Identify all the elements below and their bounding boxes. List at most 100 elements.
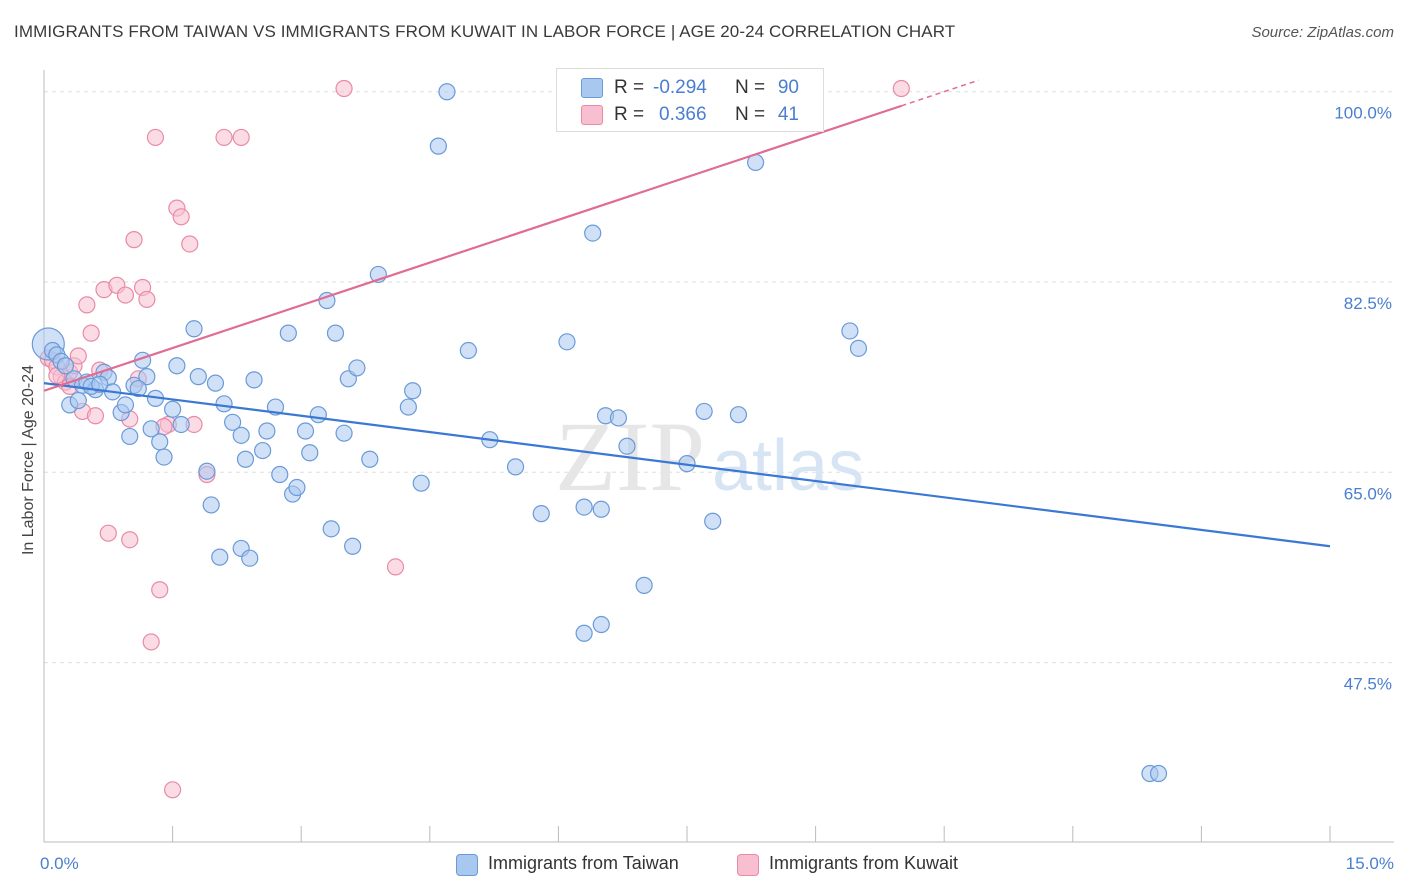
chart-title: IMMIGRANTS FROM TAIWAN VS IMMIGRANTS FRO… xyxy=(14,22,956,41)
kuwait-point xyxy=(138,290,156,309)
taiwan-point xyxy=(185,320,203,338)
taiwan-point xyxy=(309,406,327,424)
taiwan-point xyxy=(168,357,186,375)
kuwait-point xyxy=(69,347,87,365)
legend-row-kuwait: R = 0.366 N = 41 xyxy=(557,101,823,127)
taiwan-point xyxy=(438,83,456,101)
taiwan-point xyxy=(288,478,306,497)
legend-row-taiwan: R = -0.294 N = 90 xyxy=(557,74,823,100)
taiwan-point xyxy=(609,409,628,427)
taiwan-point xyxy=(592,615,610,634)
taiwan-point xyxy=(121,427,139,446)
correlation-legend: R = -0.294 N = 90 R = 0.366 N = 41 xyxy=(556,68,824,132)
y-axis-label-wrap: In Labor Force | Age 20-24 xyxy=(16,330,42,590)
taiwan-point xyxy=(348,359,366,377)
legend-r-label: R = xyxy=(614,77,645,98)
taiwan-point xyxy=(335,424,353,442)
taiwan-swatch xyxy=(581,78,603,98)
taiwan-point xyxy=(296,422,315,440)
kuwait-point xyxy=(164,781,182,799)
legend-n-label: N = xyxy=(735,104,766,125)
kuwait-point xyxy=(86,407,105,425)
taiwan-point xyxy=(558,333,576,351)
taiwan-point xyxy=(142,420,160,438)
taiwan-point xyxy=(322,520,340,538)
taiwan-point xyxy=(198,462,216,480)
kuwait-point xyxy=(116,286,135,304)
kuwait-point xyxy=(181,235,199,253)
tick-labels: 100.0% 82.5% 65.0% 47.5% 0.0% 15.0% xyxy=(40,104,1394,873)
x-tick-label: 15.0% xyxy=(1346,854,1394,873)
taiwan-point xyxy=(635,576,653,594)
taiwan-point xyxy=(695,402,713,421)
axis-layer xyxy=(43,70,1394,843)
kuwait-swatch xyxy=(737,854,759,876)
taiwan-point xyxy=(429,137,447,155)
y-tick-label: 100.0% xyxy=(1334,104,1392,123)
legend-r-label: R = xyxy=(614,104,645,125)
taiwan-point xyxy=(164,400,182,418)
legend-r-value: -0.294 xyxy=(653,77,707,98)
kuwait-point xyxy=(78,296,96,314)
kuwait-point xyxy=(892,79,910,98)
taiwan-point xyxy=(584,224,602,242)
taiwan-point xyxy=(399,398,417,416)
taiwan-point xyxy=(224,413,242,431)
kuwait-point xyxy=(125,231,143,249)
taiwan-point xyxy=(129,379,147,398)
taiwan-point xyxy=(202,496,220,514)
legend-n-value: 41 xyxy=(777,104,799,125)
taiwan-point xyxy=(279,324,297,342)
kuwait-point xyxy=(142,633,160,651)
taiwan-point xyxy=(236,450,255,468)
taiwan-point xyxy=(412,474,430,492)
kuwait-trend-extension xyxy=(901,79,979,107)
kuwait-point xyxy=(146,128,165,147)
taiwan-point xyxy=(206,374,225,392)
taiwan-point xyxy=(849,339,868,357)
taiwan-point xyxy=(575,624,593,642)
kuwait-point xyxy=(215,128,233,147)
kuwait-point xyxy=(335,79,353,98)
taiwan-point xyxy=(258,422,276,440)
taiwan-point xyxy=(91,375,109,393)
kuwait-trend-line xyxy=(43,104,902,392)
taiwan-point xyxy=(704,512,722,530)
x-tick-label: 0.0% xyxy=(40,854,79,873)
taiwan-point xyxy=(506,458,525,476)
kuwait-swatch xyxy=(581,105,603,125)
kuwait-point xyxy=(386,558,405,576)
source-credit: Source: ZipAtlas.com xyxy=(1251,24,1394,41)
taiwan-point xyxy=(271,465,289,484)
taiwan-swatch xyxy=(456,854,478,876)
taiwan-point xyxy=(245,371,263,389)
kuwait-point xyxy=(82,324,100,342)
taiwan-point xyxy=(172,415,190,434)
taiwan-point xyxy=(575,498,593,516)
legend-n-label: N = xyxy=(735,77,766,98)
taiwan-point xyxy=(344,537,362,555)
legend-label-kuwait: Immigrants from Kuwait xyxy=(769,853,959,873)
taiwan-point xyxy=(215,395,233,413)
taiwan-point xyxy=(404,382,422,400)
legend-n-value: 90 xyxy=(777,77,799,98)
series-legend: Immigrants from Taiwan Immigrants from K… xyxy=(0,852,1406,878)
taiwan-point xyxy=(592,500,610,518)
taiwan-point xyxy=(301,444,319,462)
taiwan-point xyxy=(361,450,379,468)
legend-r-value: 0.366 xyxy=(659,104,707,125)
kuwait-point xyxy=(151,581,169,599)
taiwan-point xyxy=(116,396,135,414)
kuwait-point xyxy=(99,524,117,542)
taiwan-points xyxy=(31,83,1168,783)
taiwan-point xyxy=(241,549,259,567)
trend-lines xyxy=(43,79,1331,548)
taiwan-point xyxy=(211,548,229,566)
y-tick-label: 47.5% xyxy=(1344,675,1392,694)
taiwan-point xyxy=(56,357,75,375)
taiwan-point xyxy=(69,391,87,410)
y-tick-label: 82.5% xyxy=(1344,294,1392,313)
taiwan-point xyxy=(618,437,636,455)
watermark-atlas: atlas xyxy=(712,426,864,506)
taiwan-point xyxy=(138,368,156,386)
